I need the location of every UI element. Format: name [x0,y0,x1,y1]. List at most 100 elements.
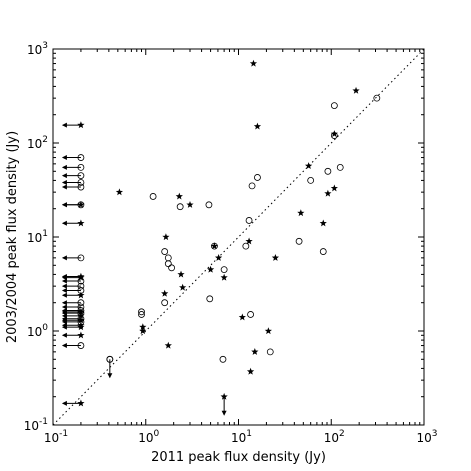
star-point [206,265,215,273]
y-tick-label: 103 [27,41,48,57]
star-point [246,367,255,375]
circle-point [220,266,228,273]
y-tick-label: 101 [27,229,48,245]
circle-upper-limit [77,299,85,307]
x-tick-label: 103 [416,429,437,445]
limit-arrowhead [61,304,67,310]
star-point [186,201,194,208]
circle-upper-limit [77,183,85,191]
star-point [139,327,147,335]
star-point [304,162,313,170]
circle-upper-limit [77,303,85,311]
circle-upper-limit [77,201,85,209]
limit-arrowhead [61,343,67,349]
limit-arrowhead [61,283,67,289]
star-upper-limit [77,308,85,315]
limit-arrowhead [61,184,67,190]
circle-point [206,295,214,303]
circle-point [138,311,145,318]
limit-arrowhead [61,255,67,261]
circle-point [176,203,184,211]
star-point [177,270,185,278]
circle-point [373,94,381,102]
star-point [139,323,147,331]
circle-point [149,193,157,200]
circle-point [211,242,218,250]
circle-upper-limit [77,254,85,262]
star-upper-limit [77,316,85,324]
star-point [264,327,272,335]
limit-arrowhead [61,292,67,298]
circle-point [295,237,303,245]
circle-upper-limit [77,164,85,171]
limit-arrowhead [61,332,67,338]
circle-point [219,355,227,363]
star-point [271,254,280,261]
circle-point [161,248,169,255]
limit-arrowhead [107,373,113,379]
star-point [330,130,338,137]
circle-point [245,217,253,224]
circle-point [330,102,338,109]
circle-point [205,201,213,209]
star-point [214,254,223,261]
circle-point [164,260,172,268]
star-point [164,341,172,349]
circle-point [161,299,169,307]
limit-arrowhead [61,400,67,406]
upper-limit-markers [61,121,228,416]
limit-arrowhead [61,316,67,322]
circle-upper-limit [106,355,114,363]
limit-arrowhead [61,122,67,128]
circle-point [247,311,254,318]
star-upper-limit [77,399,85,407]
circle-point [319,248,327,255]
circle-point [330,132,338,139]
circle-upper-limit [77,154,85,161]
star-point [245,237,253,245]
star-point [319,219,327,227]
star-point [330,184,338,192]
star-upper-limit [77,272,85,280]
circle-point [266,348,274,356]
limit-arrowhead [61,202,67,208]
star-point [175,192,183,200]
limit-arrowhead [61,220,67,226]
limit-arrowhead [61,308,67,314]
x-axis-label: 2011 peak flux density (Jy) [151,450,326,465]
circle-upper-limit [77,287,85,294]
star-point [249,59,258,67]
circle-upper-limit [77,179,85,186]
circle-point [242,242,250,250]
x-tick-label: 10-1 [44,429,68,445]
circle-upper-limit [77,282,85,290]
circle-upper-limit [77,172,85,179]
circle-point [324,167,332,175]
y-tick-label: 10-1 [24,417,48,433]
star-point [161,289,169,297]
star-upper-limit [220,392,228,400]
star-point [115,188,124,196]
circle-upper-limit [77,277,85,285]
data-points [106,59,381,375]
limit-arrowhead [61,164,67,170]
star-upper-limit [77,219,85,227]
limit-arrowhead [61,322,67,328]
star-point [253,122,262,130]
circle-point [168,264,176,272]
star-upper-limit [77,291,85,299]
star-point [297,209,305,217]
y-tick-label: 102 [27,135,48,151]
circle-upper-limit [77,307,85,314]
circle-point [248,182,256,190]
x-tick-label: 101 [231,429,252,445]
x-tick-label: 100 [138,429,159,445]
limit-arrowhead [61,300,67,306]
star-point [352,86,360,94]
star-point [251,348,259,355]
plot-area [52,48,425,426]
star-point [162,233,170,241]
limit-arrowhead [221,410,227,416]
axis-ticks: 10-1 100 101 102 103 10-1 100 101 102 103 [24,41,438,445]
